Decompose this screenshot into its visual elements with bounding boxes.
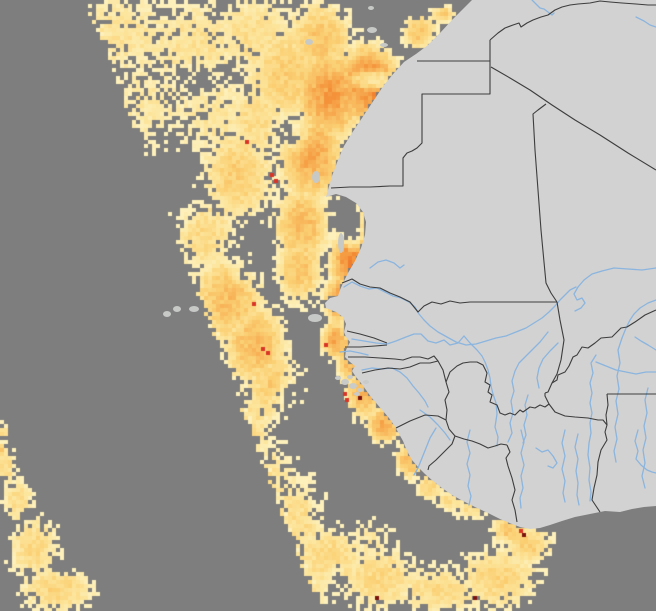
cloud-patch (367, 27, 377, 33)
river (634, 429, 656, 474)
land-layer (325, 0, 656, 529)
river (351, 333, 486, 363)
river (339, 350, 369, 356)
cloud-patch (312, 171, 320, 183)
river (522, 394, 529, 444)
river (507, 331, 549, 443)
river (573, 267, 656, 312)
river (484, 361, 499, 447)
country-border (548, 403, 608, 426)
river (634, 336, 656, 351)
country-border (437, 360, 447, 383)
country-border (345, 344, 388, 348)
island (354, 392, 360, 396)
cloud-patch (338, 233, 344, 253)
country-border (505, 444, 518, 523)
cloud-patch (173, 306, 181, 312)
country-border (341, 278, 557, 313)
island (349, 383, 357, 389)
river (561, 429, 566, 503)
cloud-layer (163, 6, 388, 322)
river (635, 16, 656, 28)
island (363, 380, 369, 384)
country-border (544, 301, 565, 394)
river (361, 367, 429, 408)
country-border (489, 0, 656, 41)
country-border (330, 60, 491, 189)
country-border (395, 414, 447, 429)
country-border (427, 419, 456, 471)
river (574, 433, 580, 506)
river (343, 281, 577, 346)
land-polygon (325, 0, 656, 529)
island (357, 388, 363, 392)
country-border (444, 381, 450, 421)
country-border (445, 361, 550, 416)
country-border (361, 362, 421, 374)
cloud-patch (308, 314, 322, 322)
river (369, 259, 405, 269)
border-layer (330, 0, 656, 523)
country-border (532, 103, 558, 303)
river (413, 427, 437, 476)
river (466, 429, 472, 506)
river (621, 299, 656, 339)
island (347, 375, 353, 379)
cloud-patch (380, 43, 388, 47)
river (587, 354, 597, 502)
island-layer (335, 375, 369, 396)
country-border (454, 435, 508, 449)
river (613, 337, 623, 463)
river (535, 447, 558, 469)
country-border (551, 309, 656, 384)
river (595, 361, 656, 375)
cloud-patch (163, 311, 171, 317)
river (531, 0, 555, 16)
river (536, 342, 559, 389)
island (335, 376, 341, 380)
country-border (346, 330, 388, 344)
country-border (490, 66, 656, 171)
river (519, 429, 525, 509)
island (341, 379, 349, 385)
country-border (591, 393, 609, 513)
cloud-patch (305, 39, 313, 45)
cloud-patch (189, 306, 199, 312)
river (641, 387, 649, 489)
country-border (348, 355, 439, 364)
cloud-patch (368, 6, 374, 10)
